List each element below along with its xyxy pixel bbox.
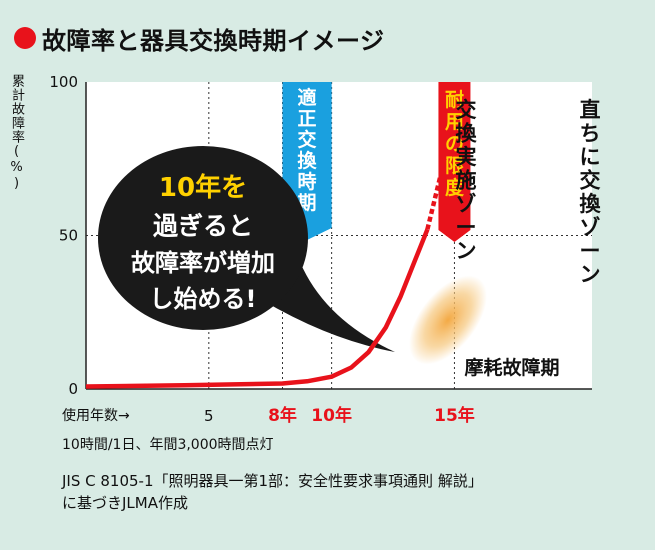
service-limit-banner	[438, 82, 471, 242]
y-axis-label: 累計故障率(%)	[9, 74, 24, 192]
immediate-zone-label-char: ゾ	[580, 216, 601, 240]
x-tick-label: 5	[204, 407, 214, 425]
appropriate-period-label-char: 交	[298, 128, 317, 151]
speech-bubble	[98, 146, 308, 330]
wearout-glow	[409, 275, 487, 365]
service-limit-label-char: の	[445, 133, 464, 155]
immediate-zone-label-char: 直	[580, 98, 601, 122]
immediate-zone-label-char: ー	[580, 239, 601, 263]
y-tick-label: 0	[68, 380, 78, 398]
note-lighting-hours: 10時間/1日、年間3,000時間点灯	[62, 437, 274, 453]
service-limit-label-char: 用	[445, 111, 464, 133]
bubble-text-line: し始める!	[150, 285, 257, 313]
replace-zone-label-char: 施	[456, 169, 477, 193]
immediate-zone-label-char: ン	[580, 263, 601, 287]
appropriate-period-label-char: 時	[298, 171, 317, 193]
service-limit-label-char: 度	[445, 176, 465, 199]
replace-zone-label-char: ー	[456, 216, 477, 240]
x-tick-label: 15年	[434, 405, 475, 426]
immediate-zone-label-char: 換	[580, 192, 602, 216]
chart-title: 故障率と器具交換時期イメージ	[42, 26, 385, 55]
x-axis-label: 使用年数→	[62, 407, 130, 424]
bubble-text-line: 故障率が増加	[131, 249, 275, 277]
bubble-text-line: 過ぎると	[153, 212, 253, 241]
immediate-zone-label-char: 交	[580, 169, 601, 193]
appropriate-period-label-char: 換	[298, 149, 318, 172]
x-tick-label: 8年	[268, 405, 297, 426]
immediate-zone-label-char: に	[580, 145, 601, 169]
replace-zone-label-char: 実	[456, 145, 477, 169]
appropriate-period-label-char: 正	[298, 108, 317, 130]
service-limit-label-char: 耐	[445, 89, 464, 111]
title-row: 故障率と器具交換時期イメージ	[14, 18, 385, 58]
failure-rate-dashed-line	[425, 158, 447, 230]
replace-zone-label-char: ゾ	[456, 192, 477, 216]
replace-zone-label-char: 交	[456, 98, 477, 122]
failure-rate-line	[85, 228, 430, 389]
chart-canvas: 適正交換時期耐用の限度交換実施ゾーン直ちに交換ゾーン摩耗故障期10年を過ぎると故…	[49, 73, 602, 426]
note-jis-source: JIS C 8105-1「照明器具一第1部：安全性要求事項通則 解説」	[62, 472, 483, 490]
y-tick-label: 50	[59, 227, 78, 245]
replace-zone-label-char: 換	[456, 122, 478, 146]
bullet-dot-icon	[14, 27, 36, 49]
immediate-zone-label-char: ち	[580, 122, 601, 146]
y-tick-label: 100	[49, 73, 78, 91]
note-jlma: に基づきJLMA作成	[62, 494, 188, 512]
wearout-label: 摩耗故障期	[464, 356, 559, 379]
x-tick-label: 10年	[311, 405, 352, 426]
speech-bubble-tail	[262, 262, 395, 352]
bubble-text-line: 10年を	[159, 172, 247, 203]
service-limit-label-char: 限	[445, 155, 464, 177]
appropriate-period-label-char: 適	[298, 86, 317, 109]
replace-zone-label-char: ン	[456, 239, 477, 263]
